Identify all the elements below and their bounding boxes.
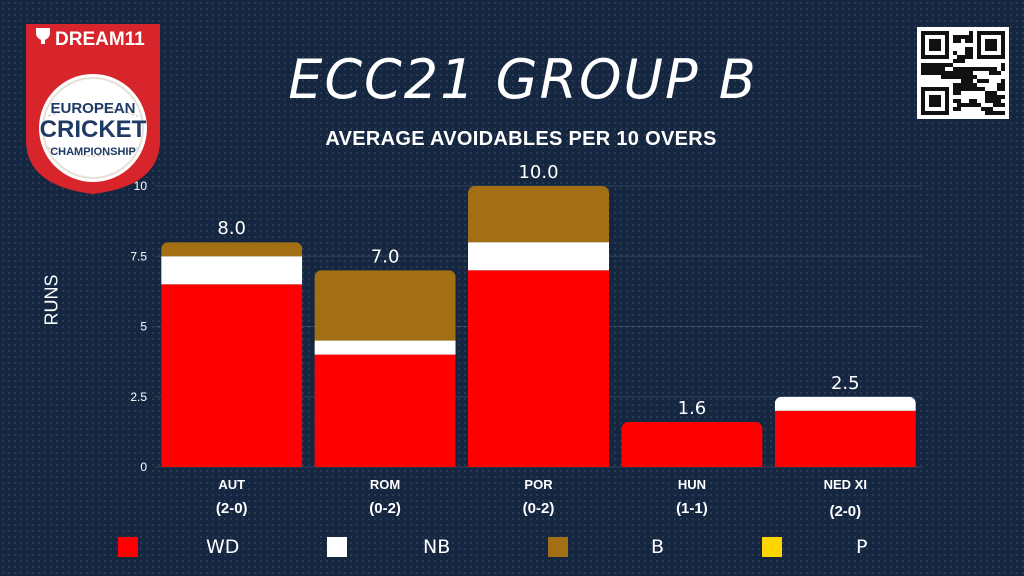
- bar-segment-wd: [621, 422, 763, 467]
- bar-segment-nb: [314, 340, 456, 355]
- team-record: (0-2): [523, 500, 555, 517]
- y-tick-label: 2.5: [130, 390, 147, 404]
- x-tick-label: AUT: [218, 477, 245, 492]
- logo-line-3: CHAMPIONSHIP: [50, 146, 136, 158]
- logo-line-1: EUROPEAN: [50, 100, 135, 117]
- y-tick-label: 5: [140, 320, 147, 334]
- team-record: (0-2): [369, 500, 401, 517]
- team-record: (2-0): [829, 503, 861, 520]
- bar-segment-wd: [314, 354, 456, 467]
- bar-segment-wd: [774, 410, 916, 467]
- y-tick-label: 0: [140, 460, 147, 474]
- qr-code: [917, 27, 1009, 119]
- team-record: (1-1): [676, 500, 708, 517]
- y-tick-label: 10: [134, 179, 148, 193]
- data-label: 10.0: [518, 162, 558, 183]
- logo-sponsor: DREAM11: [55, 29, 145, 50]
- data-label: 1.6: [678, 398, 707, 419]
- bar-segment-nb: [468, 242, 609, 271]
- data-label: 2.5: [831, 373, 860, 394]
- chart-subtitle: AVERAGE AVOIDABLES PER 10 OVERS: [325, 128, 717, 150]
- chart-title: ECC21 GROUP B: [288, 48, 758, 111]
- bar-segment-nb: [774, 396, 916, 411]
- bar-segment-b: [314, 270, 456, 341]
- x-tick-label: POR: [524, 477, 553, 492]
- x-tick-label: NED XI: [824, 477, 867, 492]
- x-tick-label: HUN: [678, 477, 706, 492]
- y-tick-label: 7.5: [130, 249, 147, 263]
- x-tick-label: ROM: [370, 477, 400, 492]
- team-record: (2-0): [216, 500, 248, 517]
- data-label: 8.0: [217, 218, 246, 239]
- ecc-logo: DREAM11 EUROPEAN CRICKET CHAMPIONSHIP: [24, 20, 162, 196]
- data-label: 7.0: [371, 246, 400, 267]
- bar-segment-b: [161, 242, 303, 257]
- bar-segment-b: [468, 186, 609, 243]
- bar-segment-wd: [161, 284, 303, 467]
- bar-segment-nb: [161, 256, 303, 285]
- bar-segment-wd: [468, 270, 609, 467]
- logo-line-2: CRICKET: [40, 116, 147, 143]
